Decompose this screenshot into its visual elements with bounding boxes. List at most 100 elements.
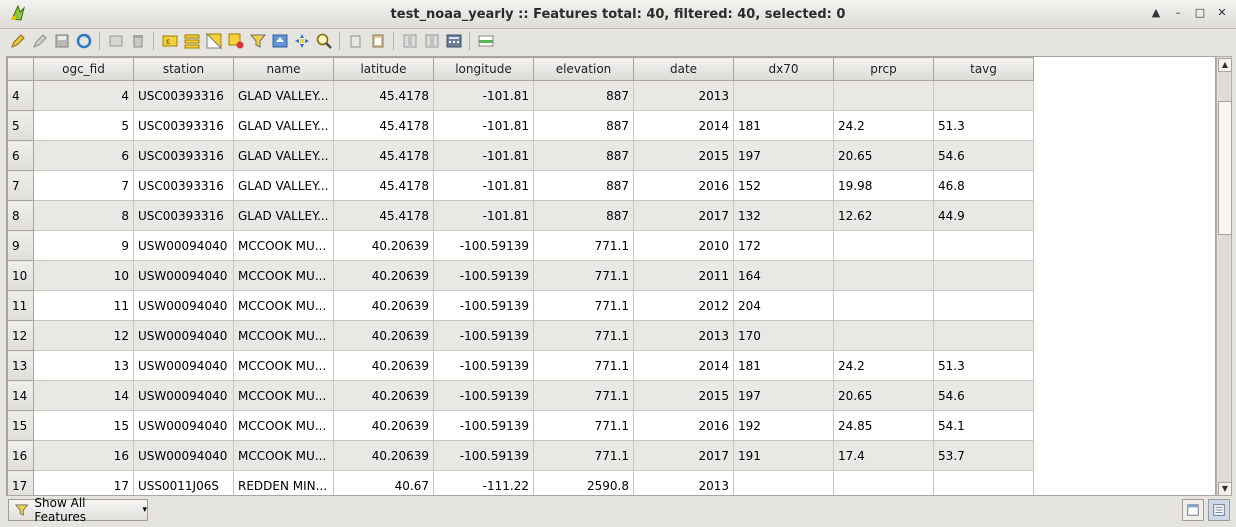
cell-tavg[interactable]	[933, 320, 1034, 351]
table-row[interactable]: 13 13 USW00094040 MCCOOK MU... 40.20639 -100.…	[7, 350, 1034, 381]
cell-elevation[interactable]: 771.1	[533, 440, 634, 471]
cell-date[interactable]: 2016	[633, 170, 734, 201]
cell-date[interactable]: 2014	[633, 110, 734, 141]
cell-dx70[interactable]: 170	[733, 320, 834, 351]
cell-tavg[interactable]: 51.3	[933, 350, 1034, 381]
delete-feature-icon[interactable]	[128, 32, 147, 51]
reload-icon[interactable]	[74, 32, 93, 51]
cell-latitude[interactable]: 40.20639	[333, 290, 434, 321]
cell-prcp[interactable]: 24.2	[833, 110, 934, 141]
cell-ogc_fid[interactable]: 9	[33, 230, 134, 261]
vertical-scrollbar[interactable]: ▲ ▼	[1216, 56, 1232, 496]
row-header[interactable]: 6	[7, 140, 34, 171]
cell-date[interactable]: 2010	[633, 230, 734, 261]
row-header[interactable]: 8	[7, 200, 34, 231]
cell-elevation[interactable]: 771.1	[533, 350, 634, 381]
cell-prcp[interactable]	[833, 80, 934, 111]
cell-longitude[interactable]: -111.22	[433, 470, 534, 495]
cell-date[interactable]: 2013	[633, 470, 734, 495]
cell-dx70[interactable]: 204	[733, 290, 834, 321]
cell-latitude[interactable]: 40.20639	[333, 350, 434, 381]
cell-date[interactable]: 2017	[633, 200, 734, 231]
table-row[interactable]: 9 9 USW00094040 MCCOOK MU... 40.20639 -100.59…	[7, 230, 1034, 261]
cell-ogc_fid[interactable]: 5	[33, 110, 134, 141]
cell-elevation[interactable]: 887	[533, 200, 634, 231]
cell-station[interactable]: USC00393316	[133, 110, 234, 141]
cell-name[interactable]: MCCOOK MU...	[233, 230, 334, 261]
cell-tavg[interactable]: 44.9	[933, 200, 1034, 231]
cell-name[interactable]: REDDEN MIN...	[233, 470, 334, 495]
table-view-icon[interactable]	[1182, 499, 1204, 521]
cell-latitude[interactable]: 45.4178	[333, 140, 434, 171]
table-row[interactable]: 7 7 USC00393316 GLAD VALLEY... 45.4178 -101.8…	[7, 170, 1034, 201]
cell-longitude[interactable]: -100.59139	[433, 290, 534, 321]
corner-header[interactable]	[7, 57, 34, 81]
column-header[interactable]: station	[133, 57, 234, 81]
cell-ogc_fid[interactable]: 12	[33, 320, 134, 351]
cell-ogc_fid[interactable]: 8	[33, 200, 134, 231]
move-selection-top-icon[interactable]	[270, 32, 289, 51]
cell-tavg[interactable]: 54.6	[933, 380, 1034, 411]
table-row[interactable]: 6 6 USC00393316 GLAD VALLEY... 45.4178 -101.8…	[7, 140, 1034, 171]
cell-dx70[interactable]: 197	[733, 140, 834, 171]
cell-longitude[interactable]: -100.59139	[433, 410, 534, 441]
cell-elevation[interactable]: 771.1	[533, 320, 634, 351]
cell-name[interactable]: MCCOOK MU...	[233, 320, 334, 351]
column-header[interactable]: dx70	[733, 57, 834, 81]
cell-elevation[interactable]: 771.1	[533, 380, 634, 411]
cell-dx70[interactable]: 152	[733, 170, 834, 201]
scroll-down-icon[interactable]: ▼	[1218, 482, 1232, 496]
cell-latitude[interactable]: 40.20639	[333, 230, 434, 261]
cell-station[interactable]: USW00094040	[133, 320, 234, 351]
cell-ogc_fid[interactable]: 10	[33, 260, 134, 291]
deselect-icon[interactable]	[226, 32, 245, 51]
cell-dx70[interactable]: 191	[733, 440, 834, 471]
cell-name[interactable]: MCCOOK MU...	[233, 350, 334, 381]
cell-tavg[interactable]: 53.7	[933, 440, 1034, 471]
cell-ogc_fid[interactable]: 17	[33, 470, 134, 495]
cell-longitude[interactable]: -101.81	[433, 140, 534, 171]
cell-dx70[interactable]: 197	[733, 380, 834, 411]
cell-date[interactable]: 2015	[633, 140, 734, 171]
cell-prcp[interactable]: 20.65	[833, 140, 934, 171]
cell-prcp[interactable]: 12.62	[833, 200, 934, 231]
attribute-table[interactable]: ogc_fid station name latitude longitude …	[6, 56, 1216, 496]
form-view-icon[interactable]	[1208, 499, 1230, 521]
cell-station[interactable]: USW00094040	[133, 260, 234, 291]
cell-elevation[interactable]: 771.1	[533, 260, 634, 291]
cell-ogc_fid[interactable]: 4	[33, 80, 134, 111]
cell-elevation[interactable]: 771.1	[533, 410, 634, 441]
cell-station[interactable]: USW00094040	[133, 410, 234, 441]
cell-tavg[interactable]	[933, 470, 1034, 495]
row-header[interactable]: 15	[7, 410, 34, 441]
conditional-formatting-icon[interactable]	[476, 32, 495, 51]
cell-station[interactable]: USW00094040	[133, 290, 234, 321]
cell-latitude[interactable]: 45.4178	[333, 80, 434, 111]
cell-station[interactable]: USC00393316	[133, 170, 234, 201]
cell-prcp[interactable]: 24.2	[833, 350, 934, 381]
row-header[interactable]: 11	[7, 290, 34, 321]
cell-prcp[interactable]: 20.65	[833, 380, 934, 411]
cell-prcp[interactable]	[833, 260, 934, 291]
cell-longitude[interactable]: -101.81	[433, 80, 534, 111]
cell-ogc_fid[interactable]: 11	[33, 290, 134, 321]
cell-station[interactable]: USW00094040	[133, 350, 234, 381]
cell-longitude[interactable]: -101.81	[433, 170, 534, 201]
multi-edit-icon[interactable]	[30, 32, 49, 51]
cell-elevation[interactable]: 771.1	[533, 230, 634, 261]
cell-date[interactable]: 2013	[633, 320, 734, 351]
table-row[interactable]: 11 11 USW00094040 MCCOOK MU... 40.20639 -100.…	[7, 290, 1034, 321]
cell-date[interactable]: 2012	[633, 290, 734, 321]
cell-tavg[interactable]	[933, 260, 1034, 291]
row-header[interactable]: 17	[7, 470, 34, 495]
cell-ogc_fid[interactable]: 15	[33, 410, 134, 441]
table-row[interactable]: 8 8 USC00393316 GLAD VALLEY... 45.4178 -101.8…	[7, 200, 1034, 231]
column-header[interactable]: date	[633, 57, 734, 81]
row-header[interactable]: 5	[7, 110, 34, 141]
filter-icon[interactable]	[248, 32, 267, 51]
cell-dx70[interactable]: 181	[733, 350, 834, 381]
cell-date[interactable]: 2015	[633, 380, 734, 411]
cell-ogc_fid[interactable]: 14	[33, 380, 134, 411]
table-row[interactable]: 16 16 USW00094040 MCCOOK MU... 40.20639 -100.…	[7, 440, 1034, 471]
cell-elevation[interactable]: 887	[533, 140, 634, 171]
